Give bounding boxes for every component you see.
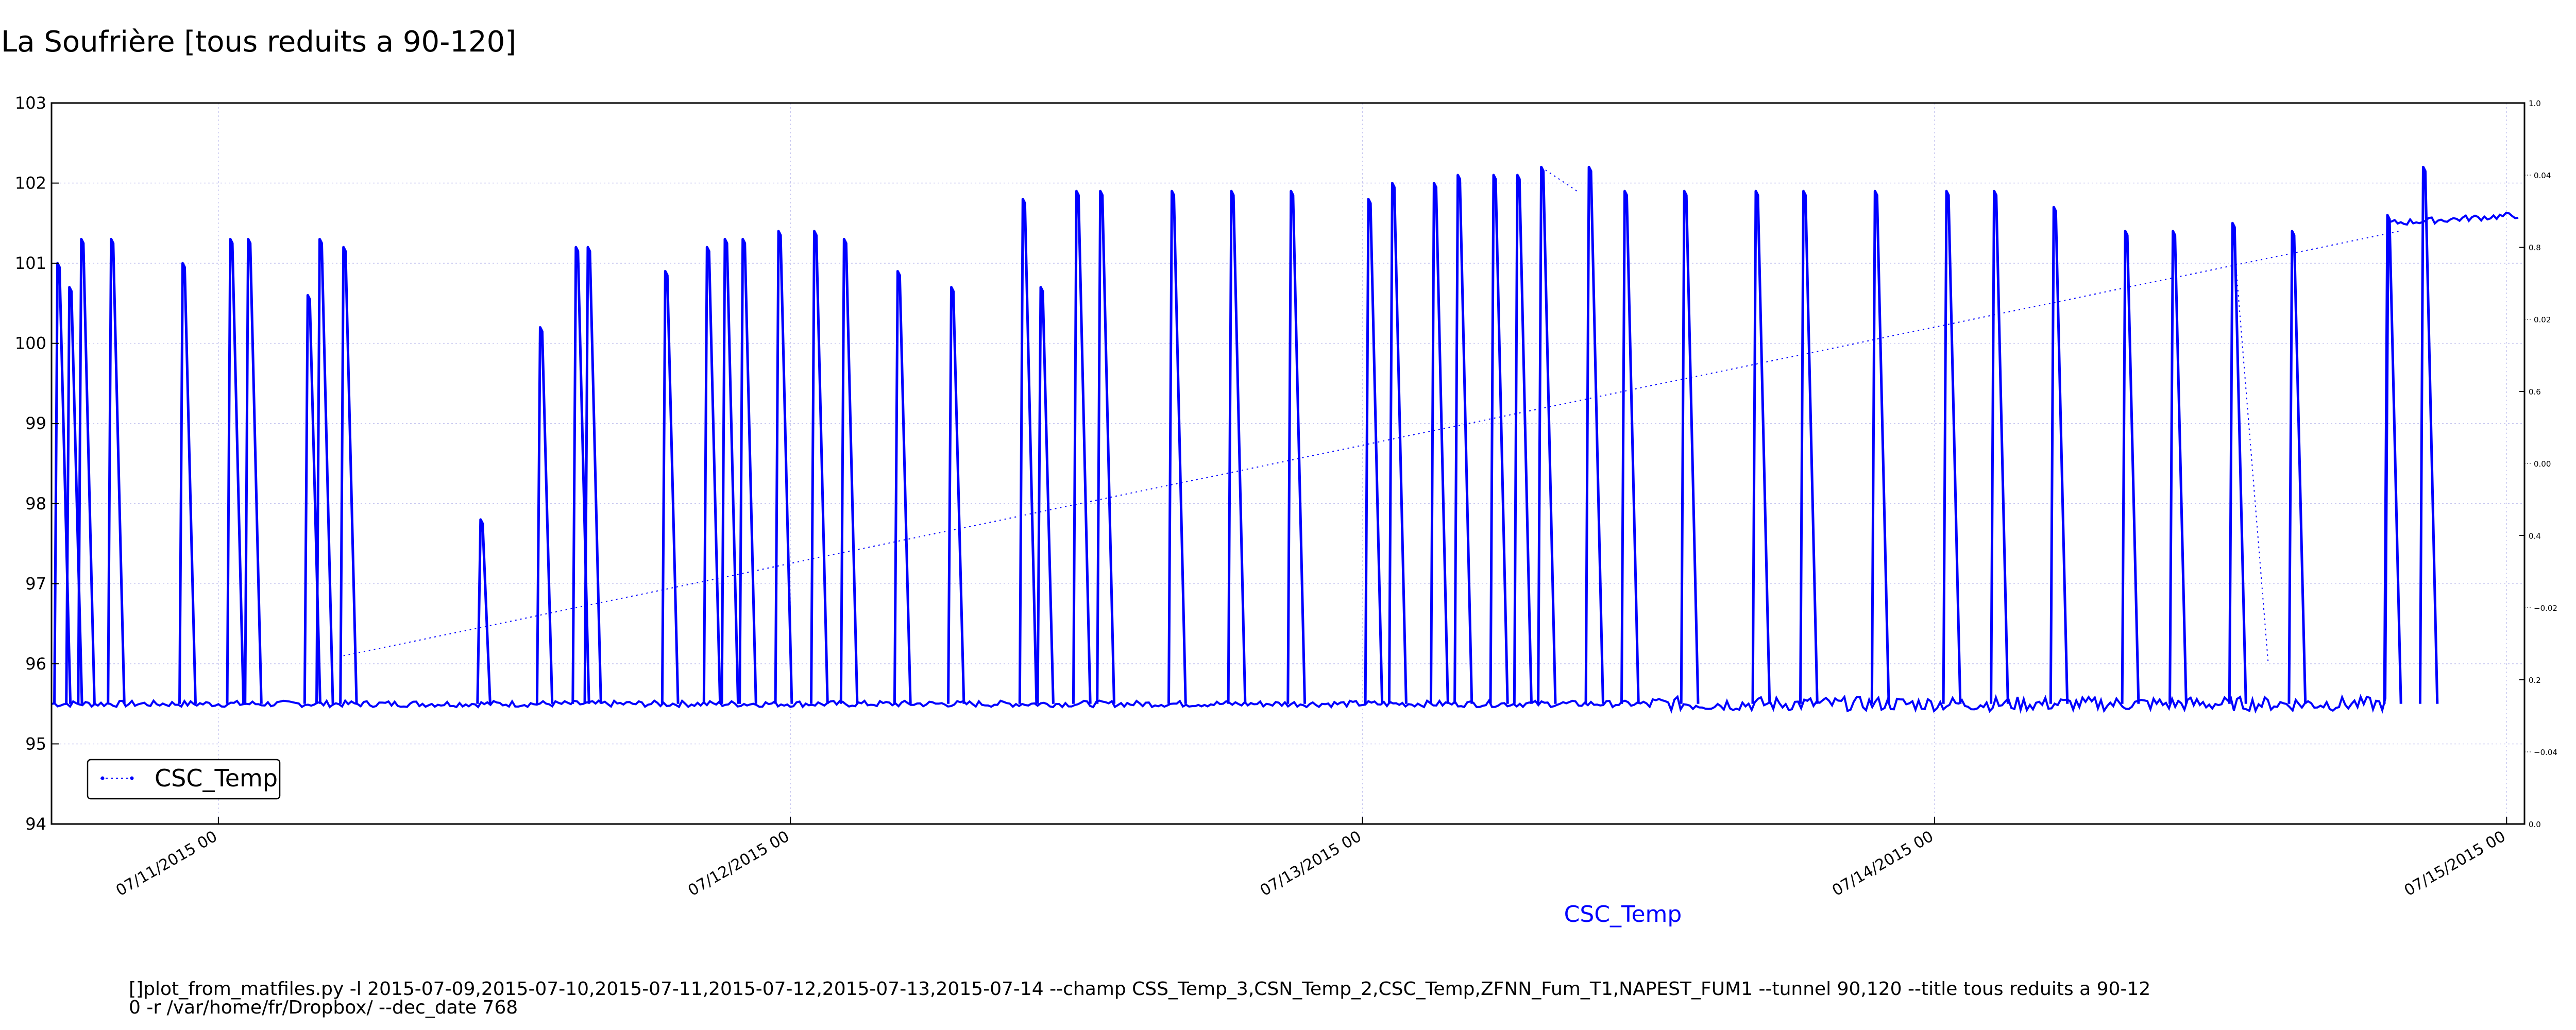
series-spike [1620, 190, 1640, 704]
series-spike [1167, 190, 1187, 704]
series-spike [2168, 230, 2188, 704]
y-tick-label: 95 [25, 734, 46, 753]
series-spike [738, 237, 757, 704]
legend-box [87, 759, 281, 800]
y-tick-label: 101 [15, 253, 46, 273]
legend-marker [100, 776, 105, 780]
series-spike [2228, 221, 2247, 704]
series-spike [947, 286, 965, 704]
series-spike [339, 246, 358, 704]
x-tick-label: 07/11/2015 00 [113, 828, 221, 900]
legend-label: CSC_Temp [155, 764, 278, 792]
series-spike [774, 230, 793, 704]
series-spike [1286, 190, 1307, 704]
series-spike [1751, 190, 1771, 704]
series-spike [571, 246, 590, 704]
series-spike [893, 270, 912, 704]
series-spike [1870, 190, 1890, 704]
series-spike [1942, 190, 1962, 704]
series-dotted-connector [1541, 166, 1578, 192]
right-tick-label: 1.0 [2529, 99, 2541, 108]
series-spike [660, 270, 680, 704]
y-tick-label: 96 [25, 654, 46, 674]
series-spike [839, 237, 859, 704]
y-tick-label: 102 [15, 174, 46, 193]
series-spike [1513, 174, 1533, 704]
y-tick-label: 99 [25, 414, 46, 433]
right-tick-label: 0.8 [2529, 243, 2541, 252]
right-tick-label: 0.2 [2529, 676, 2541, 685]
y-tick-label: 94 [25, 814, 46, 834]
legend-marker [130, 776, 134, 780]
series-spike [1990, 190, 2009, 704]
right-tick-label: 0.6 [2529, 387, 2541, 397]
series-spike [65, 286, 83, 704]
series-spike [2383, 214, 2402, 704]
series-csc-temp [51, 165, 2519, 714]
y-tick-label: 98 [25, 494, 46, 513]
command-line-1: []plot_from_matfiles.py -l 2015-07-09,20… [129, 978, 2150, 1000]
x-tick-label: 07/13/2015 00 [1257, 828, 1365, 900]
y-axis: 94 95 96 97 98 99 100 101 102 103 [15, 93, 59, 834]
series-spike [315, 237, 334, 704]
x-axis: 07/11/2015 00 07/12/2015 00 07/13/2015 00 0… [113, 817, 2509, 900]
right-tick-label: 0.0 [2529, 820, 2541, 829]
x-tick-label: 07/12/2015 00 [685, 828, 793, 900]
series-baseline-trace [51, 212, 2519, 714]
series-spike [1364, 198, 1384, 704]
right-minor-tick-label: 0.02 [2534, 315, 2551, 324]
y-tick-label: 100 [15, 334, 46, 353]
legend: CSC_Temp [87, 759, 281, 800]
series-spike [476, 518, 492, 704]
series-spike [702, 246, 722, 704]
right-minor-tick-label: −0.02 [2534, 604, 2557, 613]
plot-frame [50, 102, 2526, 825]
series-spike [1680, 190, 1700, 704]
x-tick-label: 07/15/2015 00 [2401, 828, 2509, 900]
y-tick-label: 103 [15, 93, 46, 113]
series-spike [1537, 165, 1557, 704]
series-spike [1429, 182, 1449, 704]
series-spike [178, 262, 197, 704]
series-spike [226, 237, 245, 704]
series-spike [1096, 190, 1115, 704]
series-spike [535, 326, 554, 704]
series-spike [1072, 190, 1092, 704]
series-spike [1227, 190, 1247, 704]
series-spike [583, 246, 602, 704]
series-spike [303, 294, 321, 704]
series-spike [720, 237, 740, 704]
right-axis: 0.0 0.2 0.4 0.6 0.8 1.0 −0.04 −0.02 0.00 0.02 0.04 [2519, 99, 2557, 829]
series-spike [2049, 205, 2069, 704]
series-spike [107, 237, 126, 704]
series-spike [2418, 165, 2439, 704]
series-spike [1489, 174, 1509, 704]
series-spike [2121, 230, 2140, 704]
right-minor-tick-label: 0.00 [2534, 459, 2551, 469]
series-spike [1584, 165, 1604, 704]
x-axis-label: CSC_Temp [1564, 901, 1682, 928]
series-dotted-connector [2232, 223, 2269, 664]
series-spike [1387, 182, 1408, 704]
right-minor-tick-label: 0.04 [2534, 171, 2551, 180]
series-spike [53, 262, 72, 704]
chart-title: La Soufrière [tous reduits a 90-120] [1, 25, 516, 59]
series-spike [810, 230, 829, 704]
x-tick-label: 07/14/2015 00 [1829, 828, 1937, 900]
series-spike [77, 237, 96, 704]
right-minor-tick-label: −0.04 [2534, 748, 2557, 757]
series-spike [244, 237, 263, 704]
series-spike [2287, 230, 2307, 704]
series-spike [1036, 286, 1055, 704]
series-spike [1018, 198, 1038, 704]
grid [52, 103, 2524, 824]
y-tick-label: 97 [25, 574, 46, 593]
right-tick-label: 0.4 [2529, 531, 2541, 541]
series-spike [1799, 190, 1819, 704]
series-spike [1453, 174, 1473, 704]
command-line-2: 0 -r /var/home/fr/Dropbox/ --dec_date 76… [129, 997, 518, 1018]
